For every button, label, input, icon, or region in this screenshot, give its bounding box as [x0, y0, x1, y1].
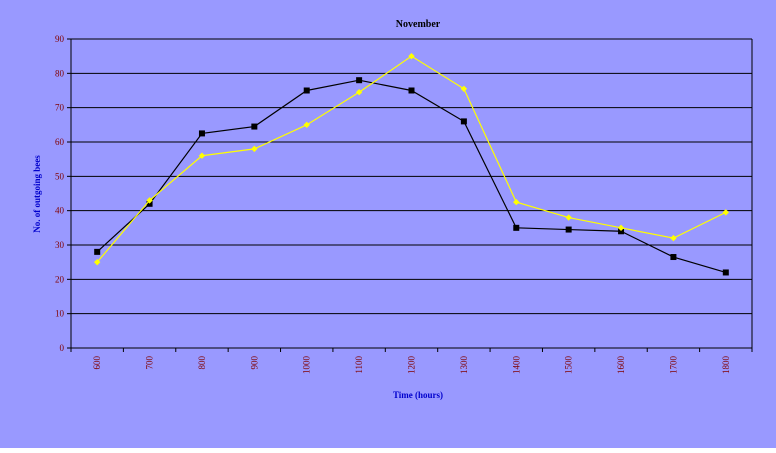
x-tick-label-1800: 1800 — [721, 356, 731, 375]
series-2-point-800 — [198, 152, 206, 159]
series-1-point-600 — [94, 248, 101, 255]
series-1 — [94, 77, 729, 276]
series-2-point-1700 — [670, 234, 677, 242]
x-tick-label-1600: 1600 — [616, 356, 626, 375]
y-tick-label-90: 90 — [55, 34, 65, 44]
series-1-point-900 — [251, 123, 258, 130]
x-tick-label-1700: 1700 — [668, 356, 678, 375]
grid-layer — [67, 38, 753, 352]
chart-title: November — [396, 19, 441, 30]
series-2-point-1400 — [513, 198, 520, 206]
x-tick-label-1200: 1200 — [407, 356, 417, 375]
series-2-point-1200 — [408, 52, 415, 60]
series-2-point-1600 — [617, 224, 625, 232]
y-tick-label-40: 40 — [55, 206, 65, 216]
series-2-point-1100 — [355, 89, 363, 96]
series-2-point-1000 — [303, 121, 310, 129]
y-tick-label-10: 10 — [55, 309, 65, 319]
series-1-point-800 — [198, 130, 205, 137]
series-2-point-1500 — [565, 214, 572, 221]
y-tick-label-0: 0 — [60, 343, 65, 353]
series-2-point-700 — [146, 197, 153, 204]
series-1-point-1000 — [303, 87, 310, 94]
series-1-point-1400 — [513, 224, 520, 231]
series-1-point-1800 — [722, 269, 729, 276]
y-tick-label-80: 80 — [55, 68, 65, 78]
y-tick-label-70: 70 — [55, 103, 65, 113]
series-1-point-1300 — [460, 118, 467, 125]
series-1-point-1500 — [565, 226, 572, 233]
series-2 — [93, 52, 730, 266]
series-layer — [93, 52, 730, 276]
y-axis-title: No. of outgoing bees — [32, 155, 42, 233]
x-tick-label-1300: 1300 — [459, 356, 469, 375]
x-tick-label-1000: 1000 — [302, 356, 312, 375]
y-tick-label-30: 30 — [55, 240, 65, 250]
series-1-point-1200 — [408, 87, 415, 94]
x-tick-label-1500: 1500 — [564, 356, 574, 375]
x-tick-label-1400: 1400 — [511, 356, 521, 375]
series-2-point-1300 — [460, 85, 468, 92]
series-1-point-700 — [146, 200, 153, 207]
series-1-point-1100 — [356, 77, 363, 84]
x-tick-labels: 600 700 800 900 1000 1100 1200 1300 1400 1500 1600… — [92, 356, 731, 375]
x-tick-label-700: 700 — [145, 356, 155, 370]
series-2-point-600 — [93, 258, 101, 266]
y-tick-label-20: 20 — [55, 274, 65, 284]
y-tick-label-50: 50 — [55, 171, 65, 181]
series-1-point-1700 — [670, 254, 677, 261]
x-axis-title: Time (hours) — [393, 390, 443, 400]
series-1-point-1600 — [618, 228, 625, 235]
y-tick-label-60: 60 — [55, 137, 65, 147]
x-tick-label-1100: 1100 — [354, 356, 364, 374]
x-tick-label-800: 800 — [197, 356, 207, 370]
series-2-point-900 — [251, 145, 258, 153]
x-tick-label-900: 900 — [249, 356, 259, 370]
y-tick-labels: 0 10 20 30 40 50 60 70 80 90 — [55, 34, 65, 353]
x-tick-label-600: 600 — [92, 356, 102, 370]
series-2-point-1800 — [722, 209, 730, 216]
